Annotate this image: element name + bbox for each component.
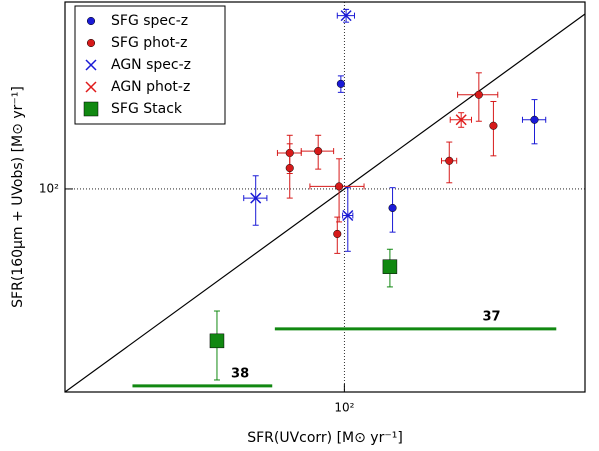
point xyxy=(388,203,397,213)
legend-box xyxy=(74,5,226,125)
point xyxy=(474,90,483,99)
legend-label: AGN phot-z xyxy=(111,79,190,95)
point xyxy=(489,121,498,130)
x-axis-label: SFR(UVcorr) [M⊙ yr⁻¹] xyxy=(247,430,403,446)
point xyxy=(314,147,323,156)
x-tick-label: 10² xyxy=(334,401,354,415)
point xyxy=(340,10,352,22)
plot-frame xyxy=(64,1,586,393)
legend-label: AGN spec-z xyxy=(111,57,191,73)
legend-label: SFG spec-z xyxy=(111,13,188,29)
legend-label: SFG phot-z xyxy=(111,35,187,51)
y-axis-label: SFR(160μm + UVobs) [M⊙ yr⁻¹] xyxy=(10,86,26,308)
legend-marker xyxy=(85,59,97,71)
point xyxy=(342,209,354,222)
point xyxy=(209,333,225,349)
point xyxy=(445,156,454,165)
legend-marker xyxy=(86,38,96,48)
point xyxy=(285,164,294,173)
y-tick-label: 10² xyxy=(39,181,59,195)
legend-marker xyxy=(85,81,97,93)
one-to-one-line xyxy=(64,13,586,393)
point xyxy=(250,192,262,204)
point xyxy=(336,79,345,88)
point xyxy=(382,259,398,274)
legend-label: SFG Stack xyxy=(111,101,183,117)
range-label: 37 xyxy=(483,309,501,324)
point xyxy=(530,115,539,124)
legend-marker xyxy=(86,16,96,26)
point xyxy=(455,114,467,126)
legend-marker xyxy=(83,101,99,117)
point xyxy=(335,182,344,191)
point xyxy=(333,229,342,238)
range-label: 38 xyxy=(231,366,249,381)
